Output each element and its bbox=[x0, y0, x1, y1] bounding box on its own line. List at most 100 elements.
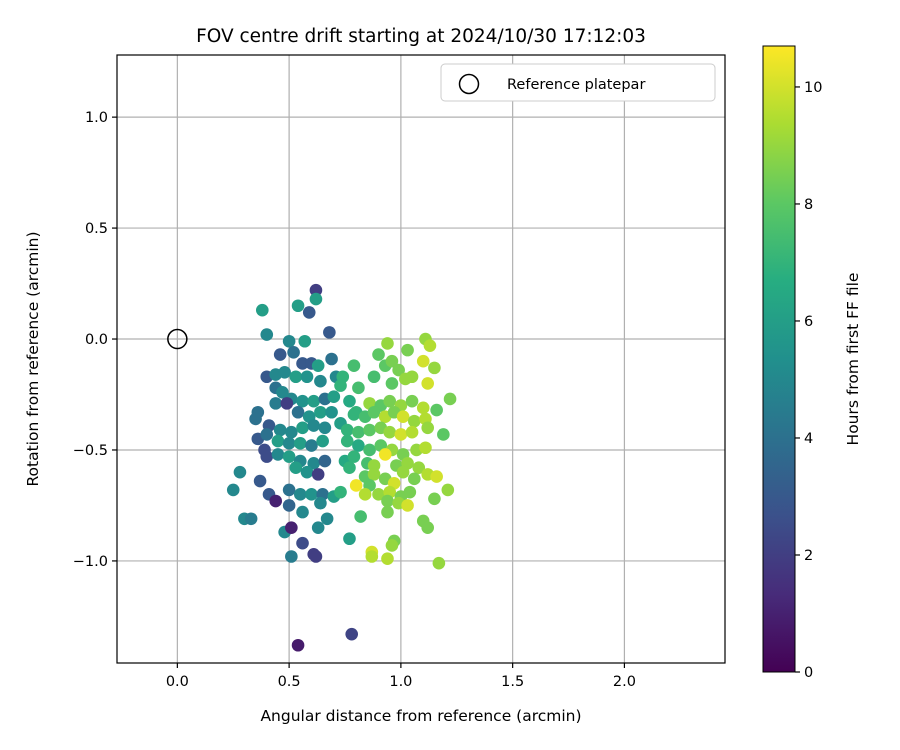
data-point bbox=[381, 337, 394, 350]
data-point bbox=[381, 494, 394, 508]
data-point bbox=[367, 468, 381, 481]
data-point bbox=[430, 403, 443, 417]
data-point bbox=[289, 461, 303, 475]
data-point bbox=[423, 339, 437, 352]
data-point bbox=[271, 448, 285, 461]
data-point bbox=[372, 348, 385, 361]
data-point bbox=[352, 439, 365, 452]
data-point bbox=[405, 394, 419, 408]
data-point bbox=[352, 381, 365, 395]
data-point bbox=[334, 485, 347, 499]
data-point bbox=[394, 428, 408, 441]
y-tick-label: 0.5 bbox=[85, 221, 108, 237]
data-point bbox=[291, 299, 305, 313]
data-point bbox=[327, 390, 341, 404]
data-point bbox=[381, 552, 394, 566]
x-axis-label: Angular distance from reference (arcmin) bbox=[260, 707, 581, 725]
data-point bbox=[396, 465, 410, 479]
reference-platepar-marker bbox=[167, 328, 188, 350]
data-point bbox=[323, 326, 336, 339]
data-point bbox=[352, 425, 365, 439]
data-point bbox=[311, 359, 325, 372]
data-point bbox=[365, 550, 379, 563]
data-point bbox=[347, 359, 361, 372]
data-point bbox=[311, 521, 325, 534]
x-tick-label: 0.0 bbox=[166, 674, 189, 690]
data-point bbox=[416, 401, 430, 415]
data-point bbox=[363, 423, 376, 437]
data-point bbox=[311, 468, 325, 481]
data-point bbox=[233, 465, 247, 479]
data-point bbox=[430, 470, 443, 483]
data-point bbox=[280, 397, 294, 410]
data-point bbox=[343, 461, 356, 475]
data-point bbox=[291, 638, 305, 652]
x-tick-label: 1.5 bbox=[501, 674, 524, 690]
data-point bbox=[419, 441, 432, 455]
data-point bbox=[383, 425, 397, 439]
data-point bbox=[296, 536, 309, 550]
data-point bbox=[399, 372, 412, 386]
data-point bbox=[441, 483, 455, 497]
data-point bbox=[260, 328, 274, 341]
data-point bbox=[367, 405, 381, 419]
data-point bbox=[309, 283, 323, 297]
data-point bbox=[307, 419, 321, 432]
data-point bbox=[285, 425, 298, 439]
colorbar-label: Hours from first FF file bbox=[844, 273, 862, 446]
data-point bbox=[340, 423, 354, 437]
data-point bbox=[320, 512, 334, 526]
data-point bbox=[407, 472, 421, 486]
colorbar-tick-label: 4 bbox=[804, 431, 813, 447]
data-point bbox=[293, 488, 307, 501]
data-point bbox=[318, 421, 332, 435]
y-tick-label: −1.0 bbox=[73, 554, 108, 570]
colorbar-ticks: 0 2 4 6 8 10 bbox=[795, 80, 822, 681]
colorbar-tick-label: 6 bbox=[804, 314, 813, 330]
legend-label: Reference platepar bbox=[507, 77, 645, 93]
data-point bbox=[392, 363, 405, 377]
data-point bbox=[343, 394, 356, 408]
data-point bbox=[287, 346, 300, 359]
y-axis-label: Rotation from reference (arcmin) bbox=[24, 231, 42, 486]
data-point bbox=[307, 394, 321, 408]
data-point bbox=[385, 354, 399, 368]
data-point bbox=[282, 450, 296, 463]
data-point bbox=[226, 483, 240, 497]
data-point bbox=[269, 397, 283, 410]
data-point bbox=[349, 479, 363, 492]
data-point bbox=[325, 352, 338, 366]
legend: Reference platepar bbox=[440, 63, 716, 102]
x-tick-label: 2.0 bbox=[613, 674, 636, 690]
data-point bbox=[403, 485, 417, 499]
data-point bbox=[285, 550, 298, 563]
data-point bbox=[316, 434, 329, 448]
data-point bbox=[285, 521, 298, 534]
data-point bbox=[363, 443, 376, 457]
data-point bbox=[293, 437, 307, 450]
data-point bbox=[278, 366, 291, 379]
data-point bbox=[244, 512, 258, 526]
data-point bbox=[309, 550, 323, 563]
data-point bbox=[298, 334, 312, 348]
data-point bbox=[289, 370, 303, 384]
data-point bbox=[378, 448, 392, 461]
data-point bbox=[296, 394, 309, 408]
data-point bbox=[273, 423, 287, 437]
data-point bbox=[367, 459, 381, 472]
data-point bbox=[273, 348, 287, 361]
data-point bbox=[300, 370, 314, 384]
x-tick-label: 0.5 bbox=[278, 674, 301, 690]
colorbar: 0 2 4 6 8 10 Hours from first FF file bbox=[762, 45, 862, 681]
data-point bbox=[421, 421, 435, 435]
data-point bbox=[260, 450, 274, 463]
data-point bbox=[296, 421, 309, 435]
data-point bbox=[296, 505, 309, 519]
data-point bbox=[314, 496, 327, 510]
y-tick-label: −0.5 bbox=[73, 443, 108, 459]
legend-box bbox=[440, 63, 716, 102]
data-points bbox=[226, 283, 457, 652]
data-point bbox=[412, 461, 426, 475]
grid-lines bbox=[117, 55, 725, 663]
